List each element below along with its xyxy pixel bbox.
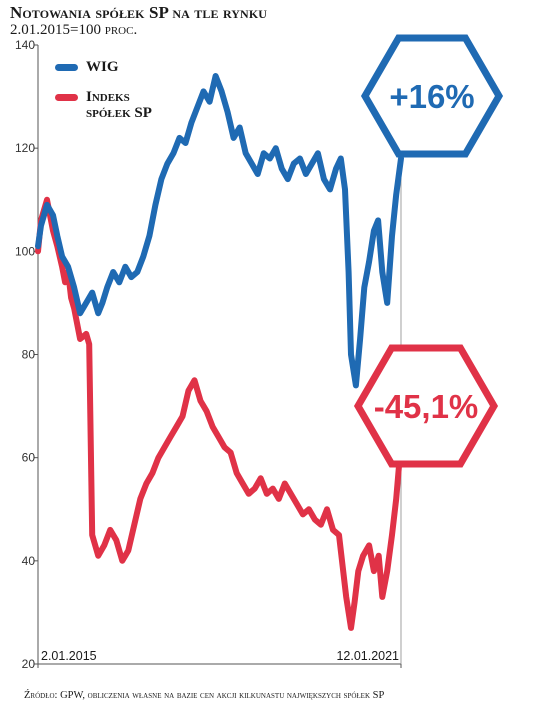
y-tick-label: 40 [22, 554, 36, 568]
y-tick-label: 60 [22, 451, 36, 465]
series-line [35, 73, 404, 389]
y-tick-label: 140 [15, 38, 35, 52]
source-note: Źródło: GPW, obliczenia własne na bazie … [24, 690, 385, 701]
badge-hexagon [353, 344, 499, 468]
y-tick-label: 100 [15, 244, 35, 258]
y-tick-label: 20 [22, 657, 36, 671]
y-tick-label: 120 [15, 141, 35, 155]
series-line [35, 196, 404, 631]
legend-label: Indeks [86, 89, 130, 105]
legend-label: spółek SP [86, 105, 152, 121]
chart-title: Notowania spółek SP na tle rynku [10, 3, 268, 22]
badge-value: -45,1% [374, 388, 479, 425]
x-tick-label: 2.01.2015 [41, 649, 97, 663]
badge-value: +16% [389, 78, 474, 115]
legend-swatch [55, 64, 78, 71]
legend-label: WIG [86, 59, 119, 75]
legend-swatch [55, 94, 78, 101]
chart-subtitle: 2.01.2015=100 proc. [10, 22, 138, 38]
badge-hexagon [360, 34, 504, 158]
x-tick-label: 12.01.2021 [336, 649, 399, 663]
y-tick-label: 80 [22, 348, 36, 362]
